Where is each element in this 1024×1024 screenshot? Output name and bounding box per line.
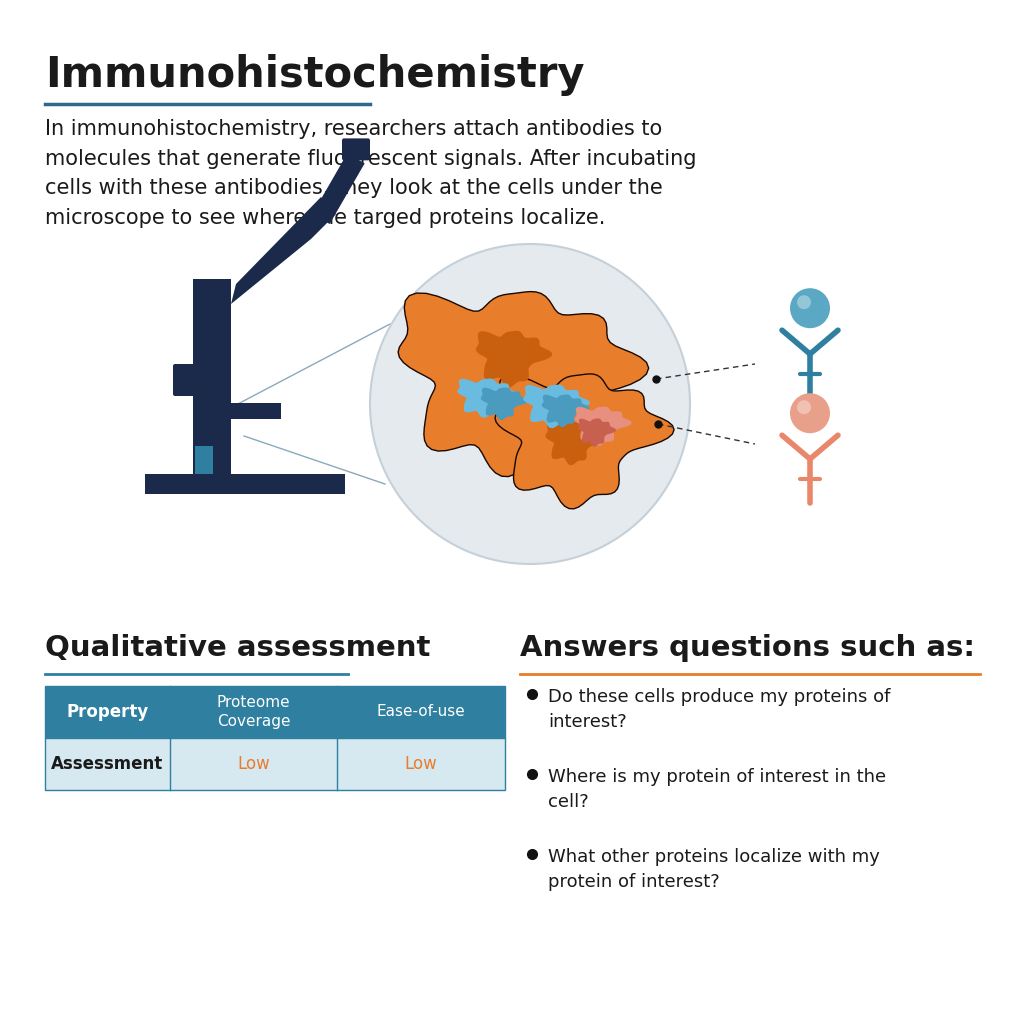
Polygon shape [398,292,648,476]
Circle shape [790,393,830,433]
FancyBboxPatch shape [195,446,213,474]
Circle shape [790,288,830,329]
Text: What other proteins localize with my
protein of interest?: What other proteins localize with my pro… [548,848,880,891]
Polygon shape [231,197,336,304]
Text: Do these cells produce my proteins of
interest?: Do these cells produce my proteins of in… [548,688,891,731]
FancyBboxPatch shape [342,138,370,161]
FancyBboxPatch shape [145,474,345,494]
Polygon shape [495,374,674,509]
Polygon shape [578,419,616,446]
Polygon shape [523,385,590,428]
FancyBboxPatch shape [45,738,505,790]
Text: Ease-of-use: Ease-of-use [377,705,465,720]
Polygon shape [546,422,605,465]
FancyBboxPatch shape [173,364,195,396]
Text: Proteome
Coverage: Proteome Coverage [217,695,291,729]
Text: Qualitative assessment: Qualitative assessment [45,634,430,662]
Circle shape [370,244,690,564]
Polygon shape [574,407,632,445]
Polygon shape [312,154,365,224]
Text: Answers questions such as:: Answers questions such as: [520,634,975,662]
Text: Low: Low [404,755,437,773]
Text: In immunohistochemistry, researchers attach antibodies to
molecules that generat: In immunohistochemistry, researchers att… [45,119,696,227]
Text: Where is my protein of interest in the
cell?: Where is my protein of interest in the c… [548,768,886,811]
Circle shape [797,400,811,414]
FancyBboxPatch shape [45,686,505,738]
Circle shape [797,295,811,309]
Polygon shape [476,331,552,387]
Text: Property: Property [67,703,148,721]
Polygon shape [480,387,528,420]
FancyBboxPatch shape [193,403,281,419]
Text: Assessment: Assessment [51,755,164,773]
Text: Low: Low [238,755,270,773]
Polygon shape [542,394,590,427]
FancyBboxPatch shape [193,279,231,474]
Text: Immunohistochemistry: Immunohistochemistry [45,54,585,96]
Polygon shape [458,379,519,418]
